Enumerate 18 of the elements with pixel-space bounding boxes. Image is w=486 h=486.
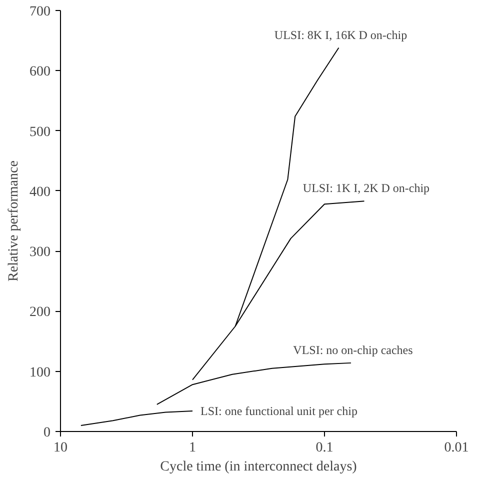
y-tick-label: 600	[30, 64, 50, 80]
series-label: LSI: one functional unit per chip	[200, 404, 358, 418]
y-tick-label: 300	[30, 245, 50, 260]
y-tick-label: 400	[30, 184, 50, 200]
x-tick-label: 10	[54, 440, 68, 456]
y-tick-label: 500	[30, 124, 50, 140]
y-tick-label: 100	[30, 365, 50, 380]
x-tick-label: 1	[189, 440, 196, 456]
y-tick-label: 700	[30, 4, 50, 20]
x-tick-label: 0.1	[316, 440, 334, 456]
series-label: VLSI: no on-chip caches	[293, 342, 414, 357]
x-tick-label: 0.01	[444, 440, 469, 456]
y-tick-label: 0	[44, 426, 50, 440]
y-axis-title: Relative performance	[6, 160, 22, 282]
series-label: ULSI: 1K I, 2K D on-chip	[302, 181, 430, 196]
y-tick-label: 200	[30, 305, 50, 320]
x-axis-title: Cycle time (in interconnect delays)	[160, 460, 358, 474]
series-label: ULSI: 8K I, 16K D on-chip	[274, 28, 408, 42]
